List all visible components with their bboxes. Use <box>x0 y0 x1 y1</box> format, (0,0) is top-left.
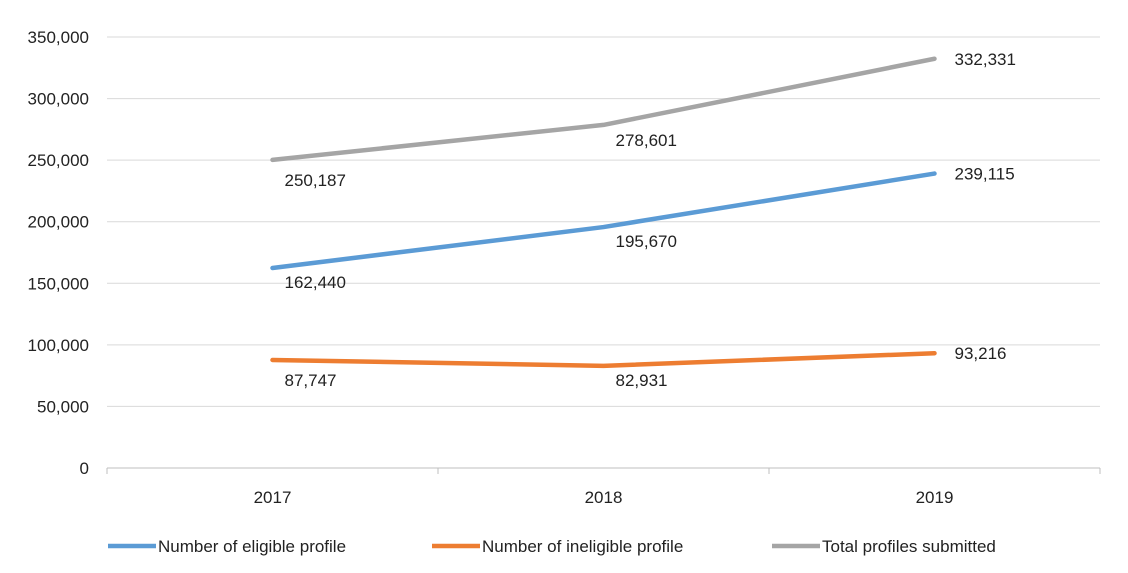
gridlines <box>107 36 1100 407</box>
data-label: 93,216 <box>955 344 1007 363</box>
y-axis: 0 50,000 100,000 150,000 200,000 250,000 300,0… <box>28 28 89 478</box>
y-tick-label: 250,000 <box>28 151 89 170</box>
data-label: 195,670 <box>616 232 677 251</box>
x-axis: 2017 2018 2019 <box>106 467 1101 507</box>
data-label: 278,601 <box>616 131 677 150</box>
data-label: 162,440 <box>285 273 346 292</box>
y-tick-label: 0 <box>80 459 89 478</box>
data-label: 332,331 <box>955 50 1016 69</box>
y-tick-label: 200,000 <box>28 213 89 232</box>
series-lines <box>270 56 937 369</box>
y-tick-label: 50,000 <box>37 397 89 416</box>
x-tick-label: 2018 <box>585 488 623 507</box>
data-label: 250,187 <box>285 171 346 190</box>
legend-label: Number of eligible profile <box>158 537 346 556</box>
data-label: 87,747 <box>285 371 337 390</box>
data-labels: 162,440 195,670 239,115 87,747 82,931 93,216 2… <box>285 50 1016 390</box>
series-line-1 <box>270 171 937 271</box>
y-tick-label: 300,000 <box>28 90 89 109</box>
y-tick-label: 100,000 <box>28 336 89 355</box>
legend-label: Number of ineligible profile <box>482 537 683 556</box>
y-tick-label: 150,000 <box>28 274 89 293</box>
y-tick-label: 350,000 <box>28 28 89 47</box>
legend-item: Number of ineligible profile <box>432 537 683 556</box>
legend-item: Number of eligible profile <box>108 537 346 556</box>
legend: Number of eligible profile Number of inel… <box>108 537 996 556</box>
x-tick-label: 2017 <box>254 488 292 507</box>
series-line-2 <box>270 350 937 369</box>
x-tick-label: 2019 <box>916 488 954 507</box>
legend-item: Total profiles submitted <box>772 537 996 556</box>
legend-label: Total profiles submitted <box>822 537 996 556</box>
data-label: 239,115 <box>955 165 1015 184</box>
series-line-3 <box>270 56 937 163</box>
data-label: 82,931 <box>616 371 668 390</box>
